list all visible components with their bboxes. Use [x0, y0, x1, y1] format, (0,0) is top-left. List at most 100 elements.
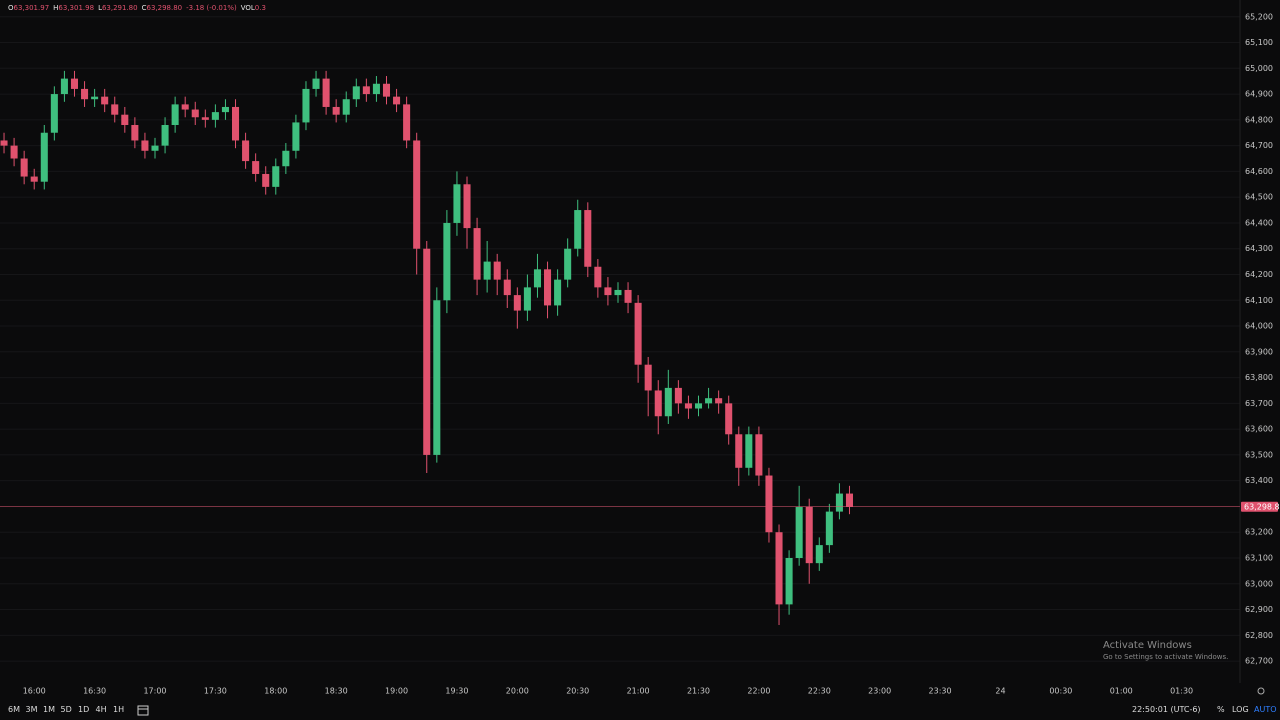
y-tick-label: 64,700	[1245, 141, 1273, 150]
candle-body	[141, 140, 149, 151]
x-tick-label: 17:00	[143, 687, 166, 696]
candle-body	[725, 403, 733, 435]
y-tick-label: 64,800	[1245, 115, 1273, 124]
candle-body	[332, 106, 340, 115]
range-button[interactable]: 3M	[25, 705, 38, 714]
candle-body	[262, 173, 270, 187]
candle-body	[483, 261, 491, 280]
candle-body	[544, 269, 552, 306]
x-tick-label: 20:00	[506, 687, 529, 696]
settings-icon	[1257, 687, 1265, 695]
candle-body	[614, 289, 622, 296]
candle-body	[715, 398, 723, 404]
candle-body	[40, 132, 48, 182]
candle-body	[161, 125, 169, 146]
candle-body	[654, 390, 662, 417]
candle-body	[684, 403, 692, 409]
y-tick-label: 62,800	[1245, 631, 1273, 640]
candle-body	[10, 145, 18, 159]
candle-body	[493, 261, 501, 280]
watermark-title: Activate Windows	[1103, 640, 1192, 651]
y-tick-label: 64,900	[1245, 90, 1273, 99]
range-button[interactable]: 1D	[78, 705, 90, 714]
candle-body	[554, 279, 562, 306]
candle-body	[795, 506, 803, 558]
calendar-icon[interactable]	[136, 704, 150, 716]
candle-body	[322, 78, 330, 107]
range-button[interactable]: 1M	[43, 705, 55, 714]
header-value: 63,298.80	[146, 4, 183, 12]
x-tick-label: 00:30	[1049, 687, 1072, 696]
candle-body	[523, 287, 531, 311]
candle-body	[81, 88, 89, 100]
y-tick-label: 63,200	[1245, 528, 1273, 537]
range-button[interactable]: 5D	[60, 705, 72, 714]
y-tick-label: 64,600	[1245, 167, 1273, 176]
x-tick-label: 01:30	[1170, 687, 1193, 696]
candle-body	[513, 295, 521, 311]
candle-body	[211, 112, 219, 120]
y-tick-label: 64,300	[1245, 244, 1273, 253]
candle-body	[845, 493, 854, 507]
candle-body	[312, 78, 320, 89]
candle-body	[50, 94, 58, 133]
candle-body	[191, 109, 199, 118]
x-tick-label: 23:30	[929, 687, 952, 696]
candle-body	[231, 106, 240, 141]
x-tick-label: 21:00	[627, 687, 650, 696]
header-key: VOL	[240, 4, 255, 12]
candle-body	[775, 532, 783, 605]
candle-body	[221, 106, 229, 113]
y-tick-label: 65,000	[1245, 64, 1273, 73]
candle-body	[473, 228, 481, 280]
range-button[interactable]: 4H	[95, 705, 107, 714]
header-key: H	[53, 4, 59, 12]
clock: 22:50:01 (UTC-6)	[1132, 705, 1201, 714]
x-tick-label: 17:30	[204, 687, 227, 696]
y-tick-label: 63,000	[1245, 579, 1273, 588]
candle-body	[181, 104, 189, 110]
candle-body	[564, 248, 572, 280]
range-button[interactable]: 6M	[8, 705, 20, 714]
y-tick-label: 63,100	[1245, 553, 1273, 562]
candle-body	[352, 86, 360, 100]
candle-body	[443, 222, 451, 301]
y-tick-label: 63,800	[1245, 373, 1273, 382]
x-tick-label: 16:00	[23, 687, 46, 696]
candle-body	[755, 434, 763, 476]
candle-body	[805, 506, 813, 564]
candle-body	[0, 140, 8, 146]
x-tick-label: 01:00	[1110, 687, 1133, 696]
candle-body	[302, 88, 310, 123]
candle-body	[674, 387, 682, 404]
candle-body	[745, 434, 753, 468]
candle-body	[433, 300, 441, 455]
candle-body	[403, 104, 411, 141]
y-tick-label: 63,700	[1245, 399, 1273, 408]
candle-body	[735, 434, 743, 468]
header-key: C	[141, 4, 147, 12]
candle-body	[252, 161, 260, 174]
candle-body	[644, 364, 652, 391]
candle-body	[242, 140, 250, 162]
header-value: 0.3	[254, 4, 266, 12]
range-button[interactable]: 1H	[113, 705, 125, 714]
last-price-box	[1241, 501, 1278, 512]
option-button[interactable]: %	[1217, 705, 1225, 714]
x-tick-label: 18:30	[325, 687, 348, 696]
option-button[interactable]: AUTO	[1254, 705, 1277, 714]
header-value: 63,301.97	[13, 4, 50, 12]
candle-body	[60, 78, 68, 95]
y-tick-label: 64,500	[1245, 193, 1273, 202]
y-tick-label: 62,900	[1245, 605, 1273, 614]
ohlc-header: O63,301.97 H63,301.98 L63,291.80 C63,298.80…	[8, 4, 270, 12]
header-key: L	[98, 4, 102, 12]
header-value: 63,301.98	[58, 4, 95, 12]
candle-body	[825, 511, 833, 546]
x-tick-label: 22:30	[808, 687, 831, 696]
y-tick-label: 63,600	[1245, 425, 1273, 434]
candle-body	[292, 122, 300, 151]
option-button[interactable]: LOG	[1232, 705, 1249, 714]
candle-body	[765, 475, 773, 533]
